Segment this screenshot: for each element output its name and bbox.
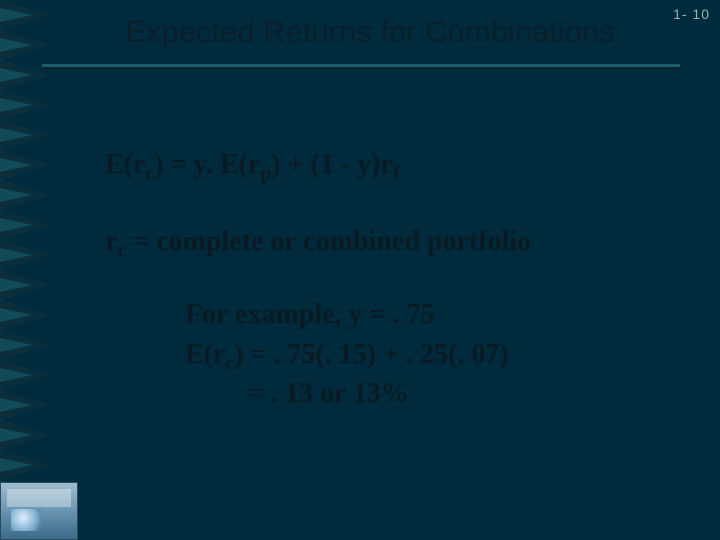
slide: 1- 10 Expected Returns for Combinations … [0, 0, 720, 540]
zigzag-border [0, 0, 48, 540]
example-line: E(rc) = . 75(. 15) + . 25(. 07) [185, 335, 531, 374]
page-number: 1- 10 [673, 6, 710, 22]
equation-expected-return: E(rc) = y. E(rp) + (1 - y)rf [105, 145, 531, 184]
example-block: For example, y = . 75 E(rc) = . 75(. 15)… [185, 295, 531, 413]
slide-title: Expected Returns for Combinations [90, 14, 650, 50]
example-line: For example, y = . 75 [185, 295, 531, 334]
title-underline [42, 64, 680, 69]
decorative-corner-image [0, 482, 78, 540]
definition-rc: rc = complete or combined portfolio [105, 222, 531, 261]
slide-body: E(rc) = y. E(rp) + (1 - y)rf rc = comple… [105, 145, 531, 413]
example-line: = . 13 or 13% [185, 374, 531, 413]
